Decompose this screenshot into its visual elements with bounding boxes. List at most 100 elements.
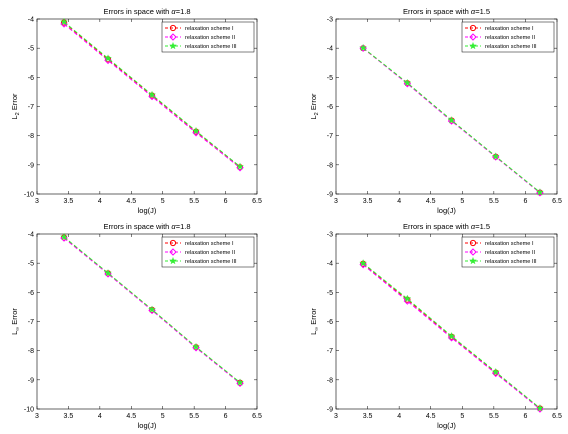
- marker-star: [447, 116, 456, 124]
- legend: relaxation scheme I relaxation scheme II r…: [461, 21, 555, 53]
- marker-circle: [169, 239, 177, 247]
- series-3: [60, 17, 244, 170]
- y-label-tail: Error: [309, 308, 318, 327]
- series-line: [362, 262, 541, 409]
- y-label-sub: 2: [314, 112, 320, 115]
- marker-diamond: [492, 369, 500, 378]
- title-symbol: α: [471, 7, 476, 16]
- marker-star: [60, 232, 68, 241]
- x-axis-label: log(J): [138, 206, 157, 215]
- marker-star: [536, 404, 544, 412]
- y-label-tail: Error: [10, 308, 19, 327]
- y-label-sub: ∞: [314, 327, 320, 331]
- chart-title: Errors in space with α=1.5: [403, 7, 490, 16]
- y-axis: -9 -8 -7 -6 -5 -4 -3: [327, 17, 557, 199]
- y-tick-label: -4: [28, 232, 34, 239]
- x-tick-label: 6.5: [552, 198, 562, 205]
- series-line: [362, 264, 541, 410]
- y-label-main: L: [10, 115, 19, 119]
- y-tick-label: -5: [28, 46, 34, 53]
- y-tick-label: -8: [28, 348, 34, 355]
- y-tick-label: -4: [327, 261, 333, 268]
- subplot-1: 3 3.5 4 4.5 5 5.5 6 6.5 -10 -9 -8 -7 -6 -5 -4 Errors in…: [10, 7, 262, 215]
- y-label-main: L: [309, 115, 318, 119]
- y-axis-label: L2 Error: [10, 93, 21, 119]
- legend-entry: relaxation scheme III: [465, 256, 537, 265]
- x-tick-label: 5: [161, 198, 165, 205]
- y-axis: -9 -8 -7 -6 -5 -4 -3: [327, 232, 557, 414]
- y-label-tail: Error: [10, 93, 19, 112]
- title-suffix: =1.5: [475, 7, 490, 16]
- chart-title: Errors in space with α=1.8: [103, 222, 190, 231]
- y-axis-label: L2 Error: [309, 93, 320, 119]
- y-tick-label: -8: [327, 162, 333, 169]
- marker-star: [169, 41, 177, 50]
- y-tick-label: -10: [24, 192, 34, 199]
- legend-entry: relaxation scheme I: [465, 24, 534, 32]
- chart-title: Errors in space with α=1.8: [103, 7, 190, 16]
- title-symbol: α: [171, 222, 176, 231]
- legend-entry: relaxation scheme I: [465, 239, 534, 247]
- y-tick-label: -9: [28, 162, 34, 169]
- x-axis: 3 3.5 4 4.5 5 5.5 6 6.5: [35, 19, 262, 205]
- y-axis: -10 -9 -8 -7 -6 -5 -4: [24, 232, 257, 414]
- marker-star: [469, 41, 477, 50]
- y-label-main: L: [10, 331, 19, 335]
- marker-diamond: [169, 248, 177, 256]
- y-tick-label: -6: [327, 319, 333, 326]
- legend-entry: relaxation scheme III: [465, 41, 537, 50]
- x-tick-label: 5.5: [489, 413, 499, 420]
- y-tick-label: -6: [28, 290, 34, 297]
- x-tick-label: 6: [224, 198, 228, 205]
- x-axis-label: log(J): [437, 421, 456, 430]
- marker-star: [236, 162, 244, 170]
- x-tick-label: 5: [460, 413, 464, 420]
- title-suffix: =1.8: [176, 7, 191, 16]
- x-tick-label: 6.5: [252, 198, 262, 205]
- legend-entry: relaxation scheme III: [165, 41, 237, 50]
- y-label-main: L: [309, 331, 318, 335]
- legend-label: relaxation scheme III: [485, 259, 537, 265]
- marker-star: [236, 378, 244, 386]
- y-tick-label: -7: [327, 133, 333, 140]
- marker-star: [403, 294, 412, 303]
- y-tick-label: -6: [28, 75, 34, 82]
- legend-label: relaxation scheme II: [485, 250, 536, 256]
- title-prefix: Errors in space with: [103, 7, 171, 16]
- marker-star: [403, 78, 412, 87]
- x-tick-label: 5: [161, 413, 165, 420]
- series-3: [60, 232, 244, 386]
- legend-entry: relaxation scheme II: [465, 248, 536, 256]
- x-tick-label: 4.5: [426, 198, 436, 205]
- y-tick-label: -3: [327, 232, 333, 239]
- y-tick-label: -9: [327, 407, 333, 414]
- chart-title: Errors in space with α=1.5: [403, 222, 490, 231]
- legend-label: relaxation scheme I: [185, 241, 234, 247]
- x-axis: 3 3.5 4 4.5 5 5.5 6 6.5: [35, 234, 262, 420]
- y-tick-label: -5: [28, 261, 34, 268]
- legend-label: relaxation scheme I: [485, 241, 534, 247]
- legend-label: relaxation scheme II: [185, 250, 236, 256]
- marker-star: [104, 54, 112, 62]
- legend: relaxation scheme I relaxation scheme II r…: [461, 236, 555, 268]
- y-tick-label: -10: [24, 407, 34, 414]
- x-tick-label: 4.5: [126, 413, 136, 420]
- series-3: [359, 259, 544, 412]
- marker-star: [491, 367, 500, 376]
- series-3: [359, 43, 544, 196]
- x-tick-label: 3: [35, 413, 39, 420]
- marker-diamond: [359, 260, 367, 269]
- subplot-4: 3 3.5 4 4.5 5 5.5 6 6.5 -9 -8 -7 -6 -5 -4 -3 Errors in …: [309, 222, 562, 430]
- x-tick-label: 6.5: [252, 413, 262, 420]
- legend-entry: relaxation scheme I: [165, 24, 234, 32]
- x-tick-label: 3.5: [363, 413, 373, 420]
- x-axis-label: log(J): [138, 421, 157, 430]
- x-tick-label: 3: [334, 198, 338, 205]
- x-tick-label: 4: [397, 198, 401, 205]
- title-prefix: Errors in space with: [103, 222, 171, 231]
- marker-star: [491, 152, 500, 160]
- x-tick-label: 3: [334, 413, 338, 420]
- y-tick-label: -3: [327, 17, 333, 24]
- x-tick-label: 5.5: [489, 198, 499, 205]
